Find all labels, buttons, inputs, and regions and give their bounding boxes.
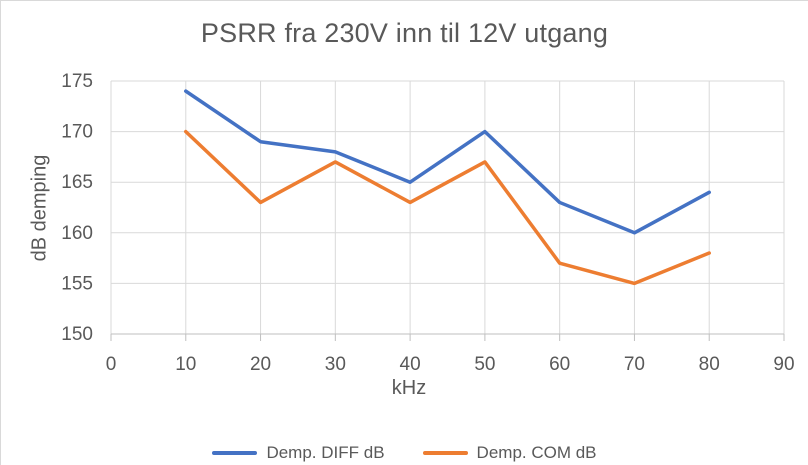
y-tick-label: 155 bbox=[61, 273, 93, 294]
series-line-demp-diff-db bbox=[184, 89, 711, 235]
legend-item-demp-com: Demp. COM dB bbox=[422, 443, 597, 463]
legend-label-demp-com: Demp. COM dB bbox=[476, 443, 597, 462]
y-tick-label: 175 bbox=[61, 71, 93, 92]
x-tick-label: 50 bbox=[474, 354, 495, 375]
x-tick-label: 20 bbox=[250, 354, 271, 375]
legend-swatch-demp-com bbox=[422, 451, 468, 455]
x-tick-label: 90 bbox=[773, 354, 794, 375]
legend-label-demp-diff: Demp. DIFF dB bbox=[266, 443, 385, 462]
legend-item-demp-diff: Demp. DIFF dB bbox=[212, 443, 385, 463]
chart-legend: Demp. DIFF dB Demp. COM dB bbox=[1, 443, 808, 463]
y-tick-label: 170 bbox=[61, 122, 93, 143]
x-tick-label: 70 bbox=[624, 354, 645, 375]
x-tick-label: 10 bbox=[175, 354, 196, 375]
x-tick-label: 60 bbox=[549, 354, 570, 375]
y-tick-label: 150 bbox=[61, 324, 93, 345]
y-tick-label: 165 bbox=[61, 172, 93, 193]
x-tick-label: 0 bbox=[106, 354, 117, 375]
series-line-demp-com-db bbox=[184, 129, 711, 286]
y-axis-title: dB demping bbox=[28, 154, 51, 262]
x-tick-label: 40 bbox=[400, 354, 421, 375]
x-tick-label: 30 bbox=[325, 354, 346, 375]
legend-swatch-demp-diff bbox=[212, 451, 258, 455]
x-tick-label: 80 bbox=[699, 354, 720, 375]
y-tick-label: 160 bbox=[61, 223, 93, 244]
x-axis-title: kHz bbox=[391, 377, 427, 399]
chart-title: PSRR fra 230V inn til 12V utgang bbox=[200, 18, 609, 48]
